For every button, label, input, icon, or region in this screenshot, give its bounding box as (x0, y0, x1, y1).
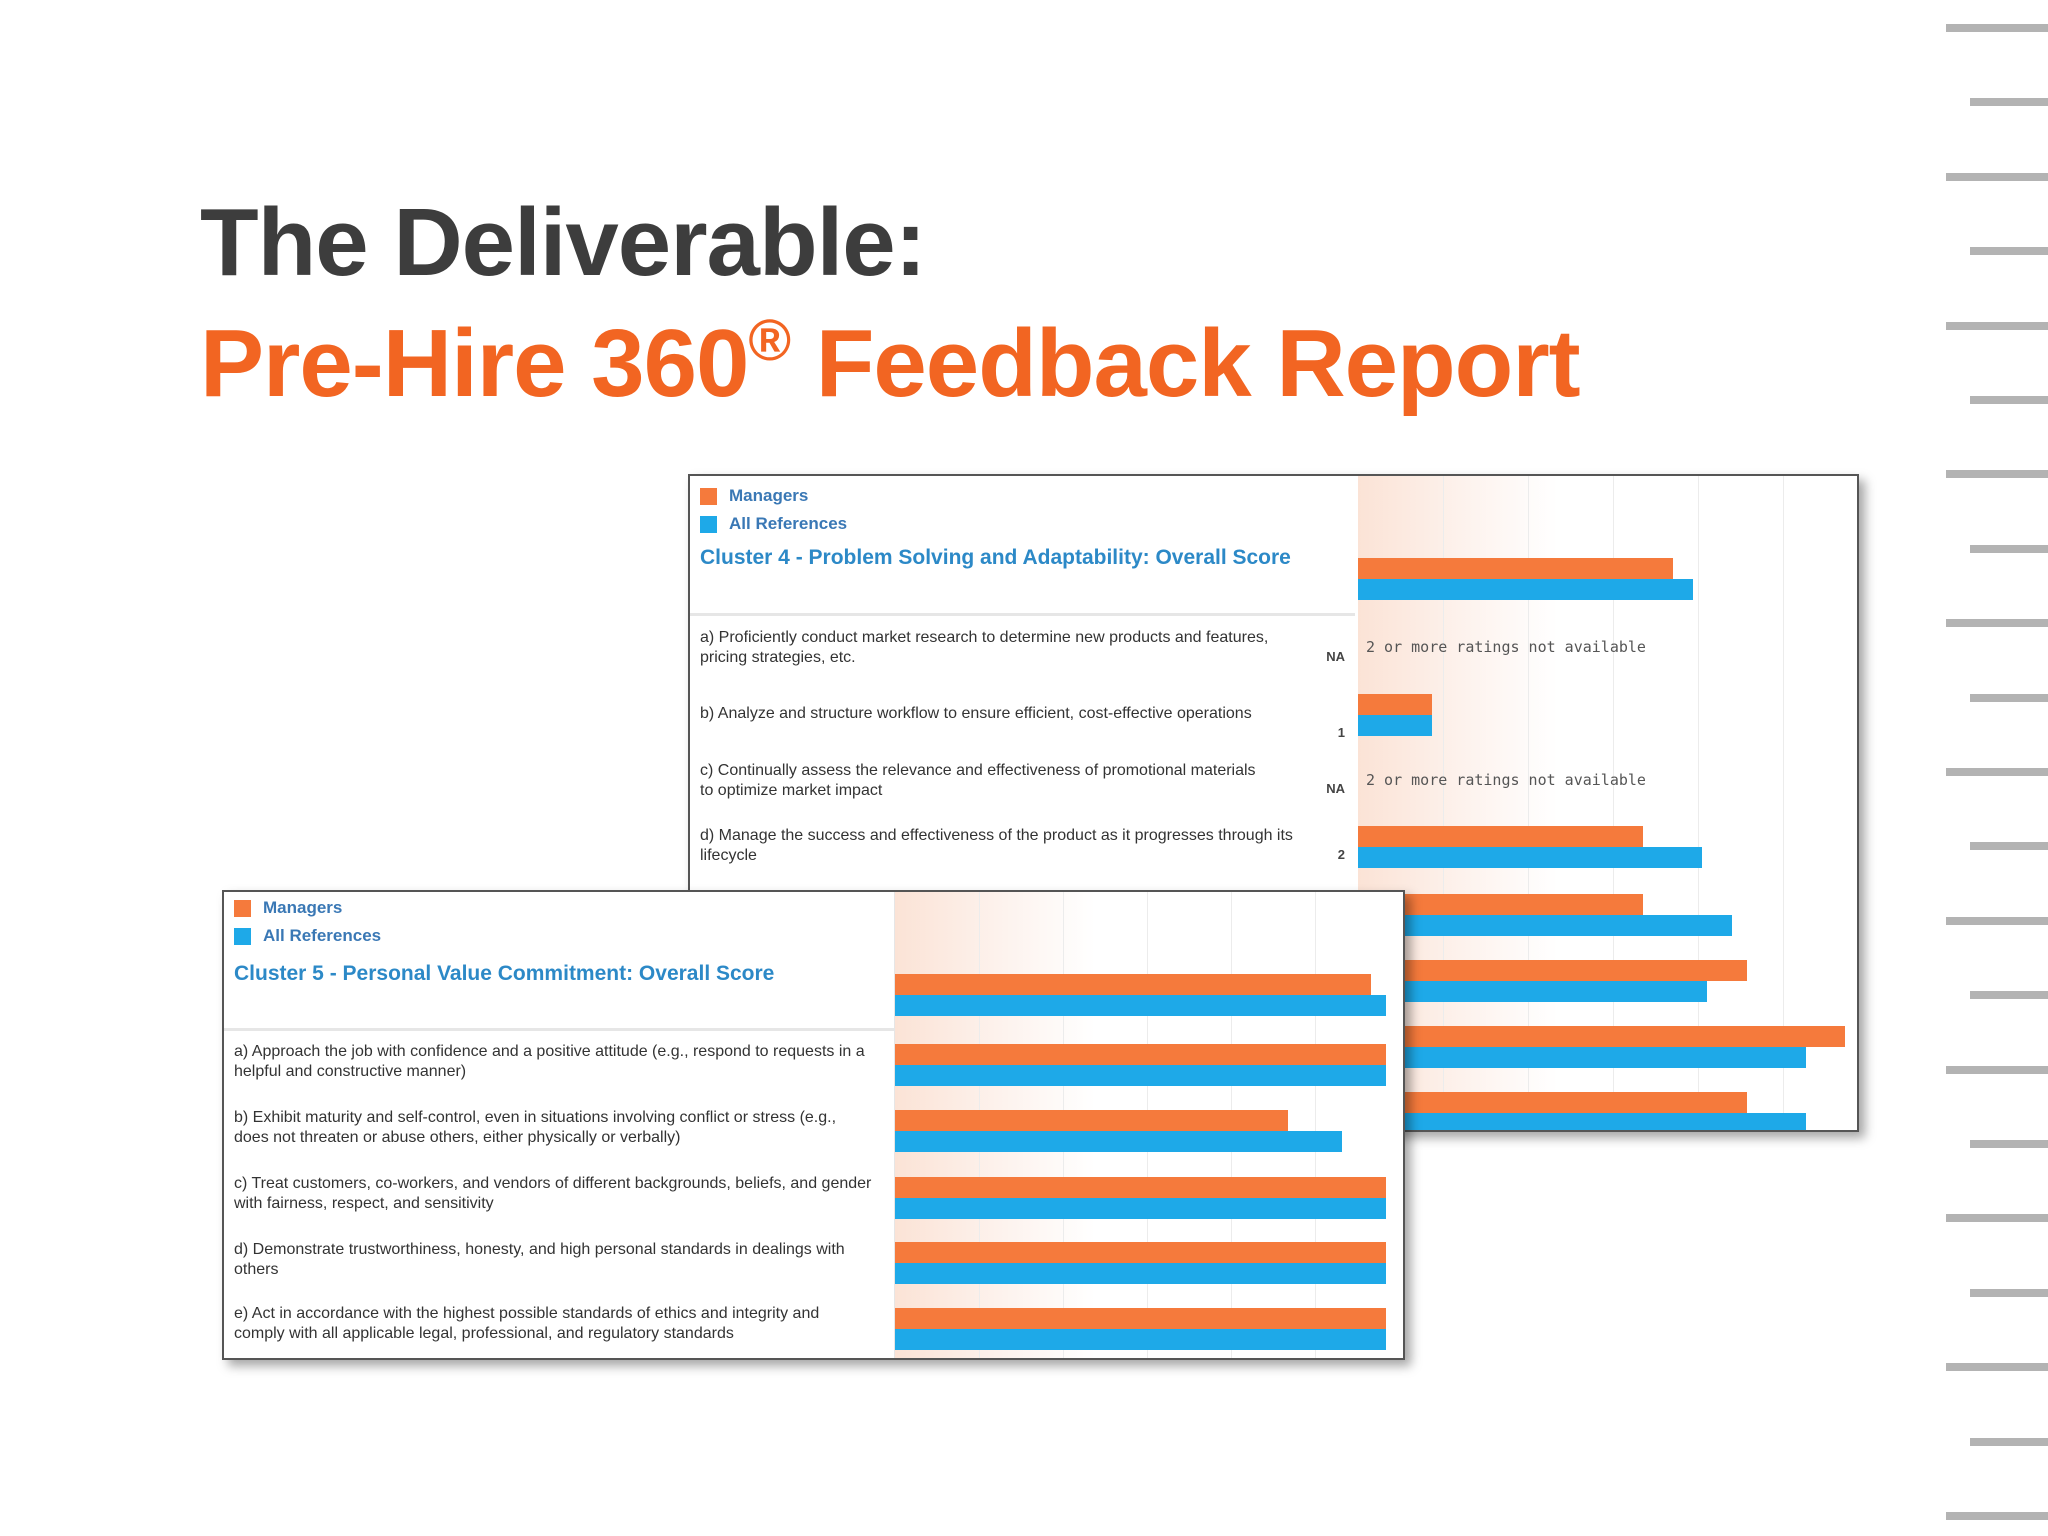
item-a-count: NA (1326, 649, 1345, 664)
edge-tick (1970, 396, 2048, 404)
edge-tick (1946, 1512, 2048, 1520)
item-b-count: 1 (1337, 725, 1345, 740)
all-references-bar (895, 1329, 1386, 1350)
legend-item-all-references: All References (700, 510, 847, 538)
edge-tick (1946, 619, 2048, 628)
item-a-text: a) Proficiently conduct market research … (700, 629, 1269, 666)
not-available-note: 2 or more ratings not available (1366, 771, 1646, 789)
all-references-bar (1358, 1113, 1806, 1130)
managers-bar (1358, 826, 1643, 847)
managers-bar (1358, 894, 1643, 915)
item-d-text: d) Demonstrate trustworthiness, honesty,… (234, 1241, 845, 1278)
all-references-bar (895, 1263, 1386, 1284)
edge-tick (1946, 172, 2048, 181)
header-divider (224, 1028, 894, 1031)
all-references-swatch-icon (700, 515, 717, 533)
cluster-4-bar-chart: 2 or more ratings not available 2 or more… (1358, 476, 1857, 1130)
item-d-count: 2 (1337, 847, 1345, 862)
edge-tick (1970, 842, 2048, 851)
title-product-name: Pre-Hire 360 (200, 310, 749, 417)
chart-legend: Managers All References (234, 894, 381, 950)
edge-tick (1970, 1140, 2048, 1148)
edge-tick (1970, 1437, 2048, 1446)
managers-bar (895, 1308, 1386, 1329)
item-b-text: b) Exhibit maturity and self-control, ev… (234, 1109, 837, 1146)
title-line-2: Pre-Hire 360® Feedback Report (200, 301, 1581, 427)
managers-bar (1358, 558, 1673, 579)
all-references-bar (1358, 981, 1707, 1002)
legend-label-managers: Managers (729, 486, 809, 505)
all-references-bar (1358, 715, 1432, 736)
item-d-text: d) Manage the success and effectiveness … (700, 827, 1293, 864)
managers-swatch-icon (234, 899, 251, 917)
all-references-bar (1358, 847, 1702, 868)
item-c-text: c) Treat customers, co-workers, and vend… (234, 1175, 872, 1212)
gridline (1443, 476, 1444, 1130)
all-references-bar (895, 995, 1386, 1016)
title-line-1: The Deliverable: (200, 189, 927, 296)
gridline (1613, 476, 1614, 1130)
managers-bar (1358, 694, 1432, 715)
managers-bar (1358, 960, 1747, 981)
item-c-count: NA (1326, 781, 1345, 796)
legend-label-all-references: All References (729, 514, 848, 533)
all-references-bar (1358, 579, 1693, 600)
header-divider (690, 613, 1355, 616)
cluster-4-report-card: Managers All References Cluster 4 - Prob… (688, 474, 1859, 1132)
edge-tick (1946, 24, 2048, 32)
item-a-text: a) Approach the job with confidence and … (234, 1043, 865, 1080)
title-report-name: Feedback Report (790, 310, 1581, 417)
edge-tick (1970, 1288, 2048, 1297)
edge-tick (1946, 768, 2048, 776)
registered-mark: ® (748, 308, 791, 373)
edge-tick (1946, 321, 2048, 330)
not-available-note: 2 or more ratings not available (1366, 638, 1646, 656)
legend-label-managers: Managers (263, 898, 343, 917)
managers-swatch-icon (700, 487, 717, 505)
edge-tick (1946, 916, 2048, 925)
legend-label-all-references: All References (263, 926, 382, 945)
all-references-swatch-icon (234, 927, 251, 945)
managers-bar (895, 974, 1371, 995)
managers-bar (1358, 1026, 1845, 1047)
edge-tick (1970, 544, 2048, 553)
managers-bar (895, 1110, 1288, 1131)
legend-item-managers: Managers (234, 894, 381, 922)
chart-legend: Managers All References (700, 482, 847, 538)
edge-ruler-ticks (1938, 0, 2048, 1536)
legend-item-managers: Managers (700, 482, 847, 510)
edge-tick (1946, 1214, 2048, 1223)
legend-item-all-references: All References (234, 922, 381, 950)
managers-bar (895, 1044, 1386, 1065)
all-references-bar (895, 1131, 1342, 1152)
edge-tick (1970, 98, 2048, 107)
gridline (1528, 476, 1529, 1130)
managers-bar (895, 1242, 1386, 1263)
edge-tick (1946, 470, 2048, 479)
gridline (1783, 476, 1784, 1130)
edge-tick (1946, 1363, 2048, 1372)
managers-bar (895, 1177, 1386, 1198)
edge-tick (1970, 693, 2048, 702)
edge-tick (1970, 247, 2048, 256)
all-references-bar (1358, 1047, 1806, 1068)
cluster-5-report-card: Managers All References Cluster 5 - Pers… (222, 890, 1405, 1360)
cluster-title: Cluster 4 - Problem Solving and Adaptabi… (700, 546, 1291, 569)
item-c-text: c) Continually assess the relevance and … (700, 762, 1256, 799)
gridline (1315, 892, 1316, 1358)
edge-tick (1946, 1065, 2048, 1074)
all-references-bar (1358, 915, 1732, 936)
all-references-bar (895, 1065, 1386, 1086)
edge-tick (1970, 991, 2048, 1000)
item-b-text: b) Analyze and structure workflow to ens… (700, 705, 1252, 722)
managers-bar (1358, 1092, 1747, 1113)
cluster-5-bar-chart (894, 892, 1403, 1358)
gridline (1698, 476, 1699, 1130)
cluster-title: Cluster 5 - Personal Value Commitment: O… (234, 962, 775, 985)
slide-title: The Deliverable: Pre-Hire 360® Feedback … (200, 185, 1581, 427)
all-references-bar (895, 1198, 1386, 1219)
item-e-text: e) Act in accordance with the highest po… (234, 1305, 820, 1342)
